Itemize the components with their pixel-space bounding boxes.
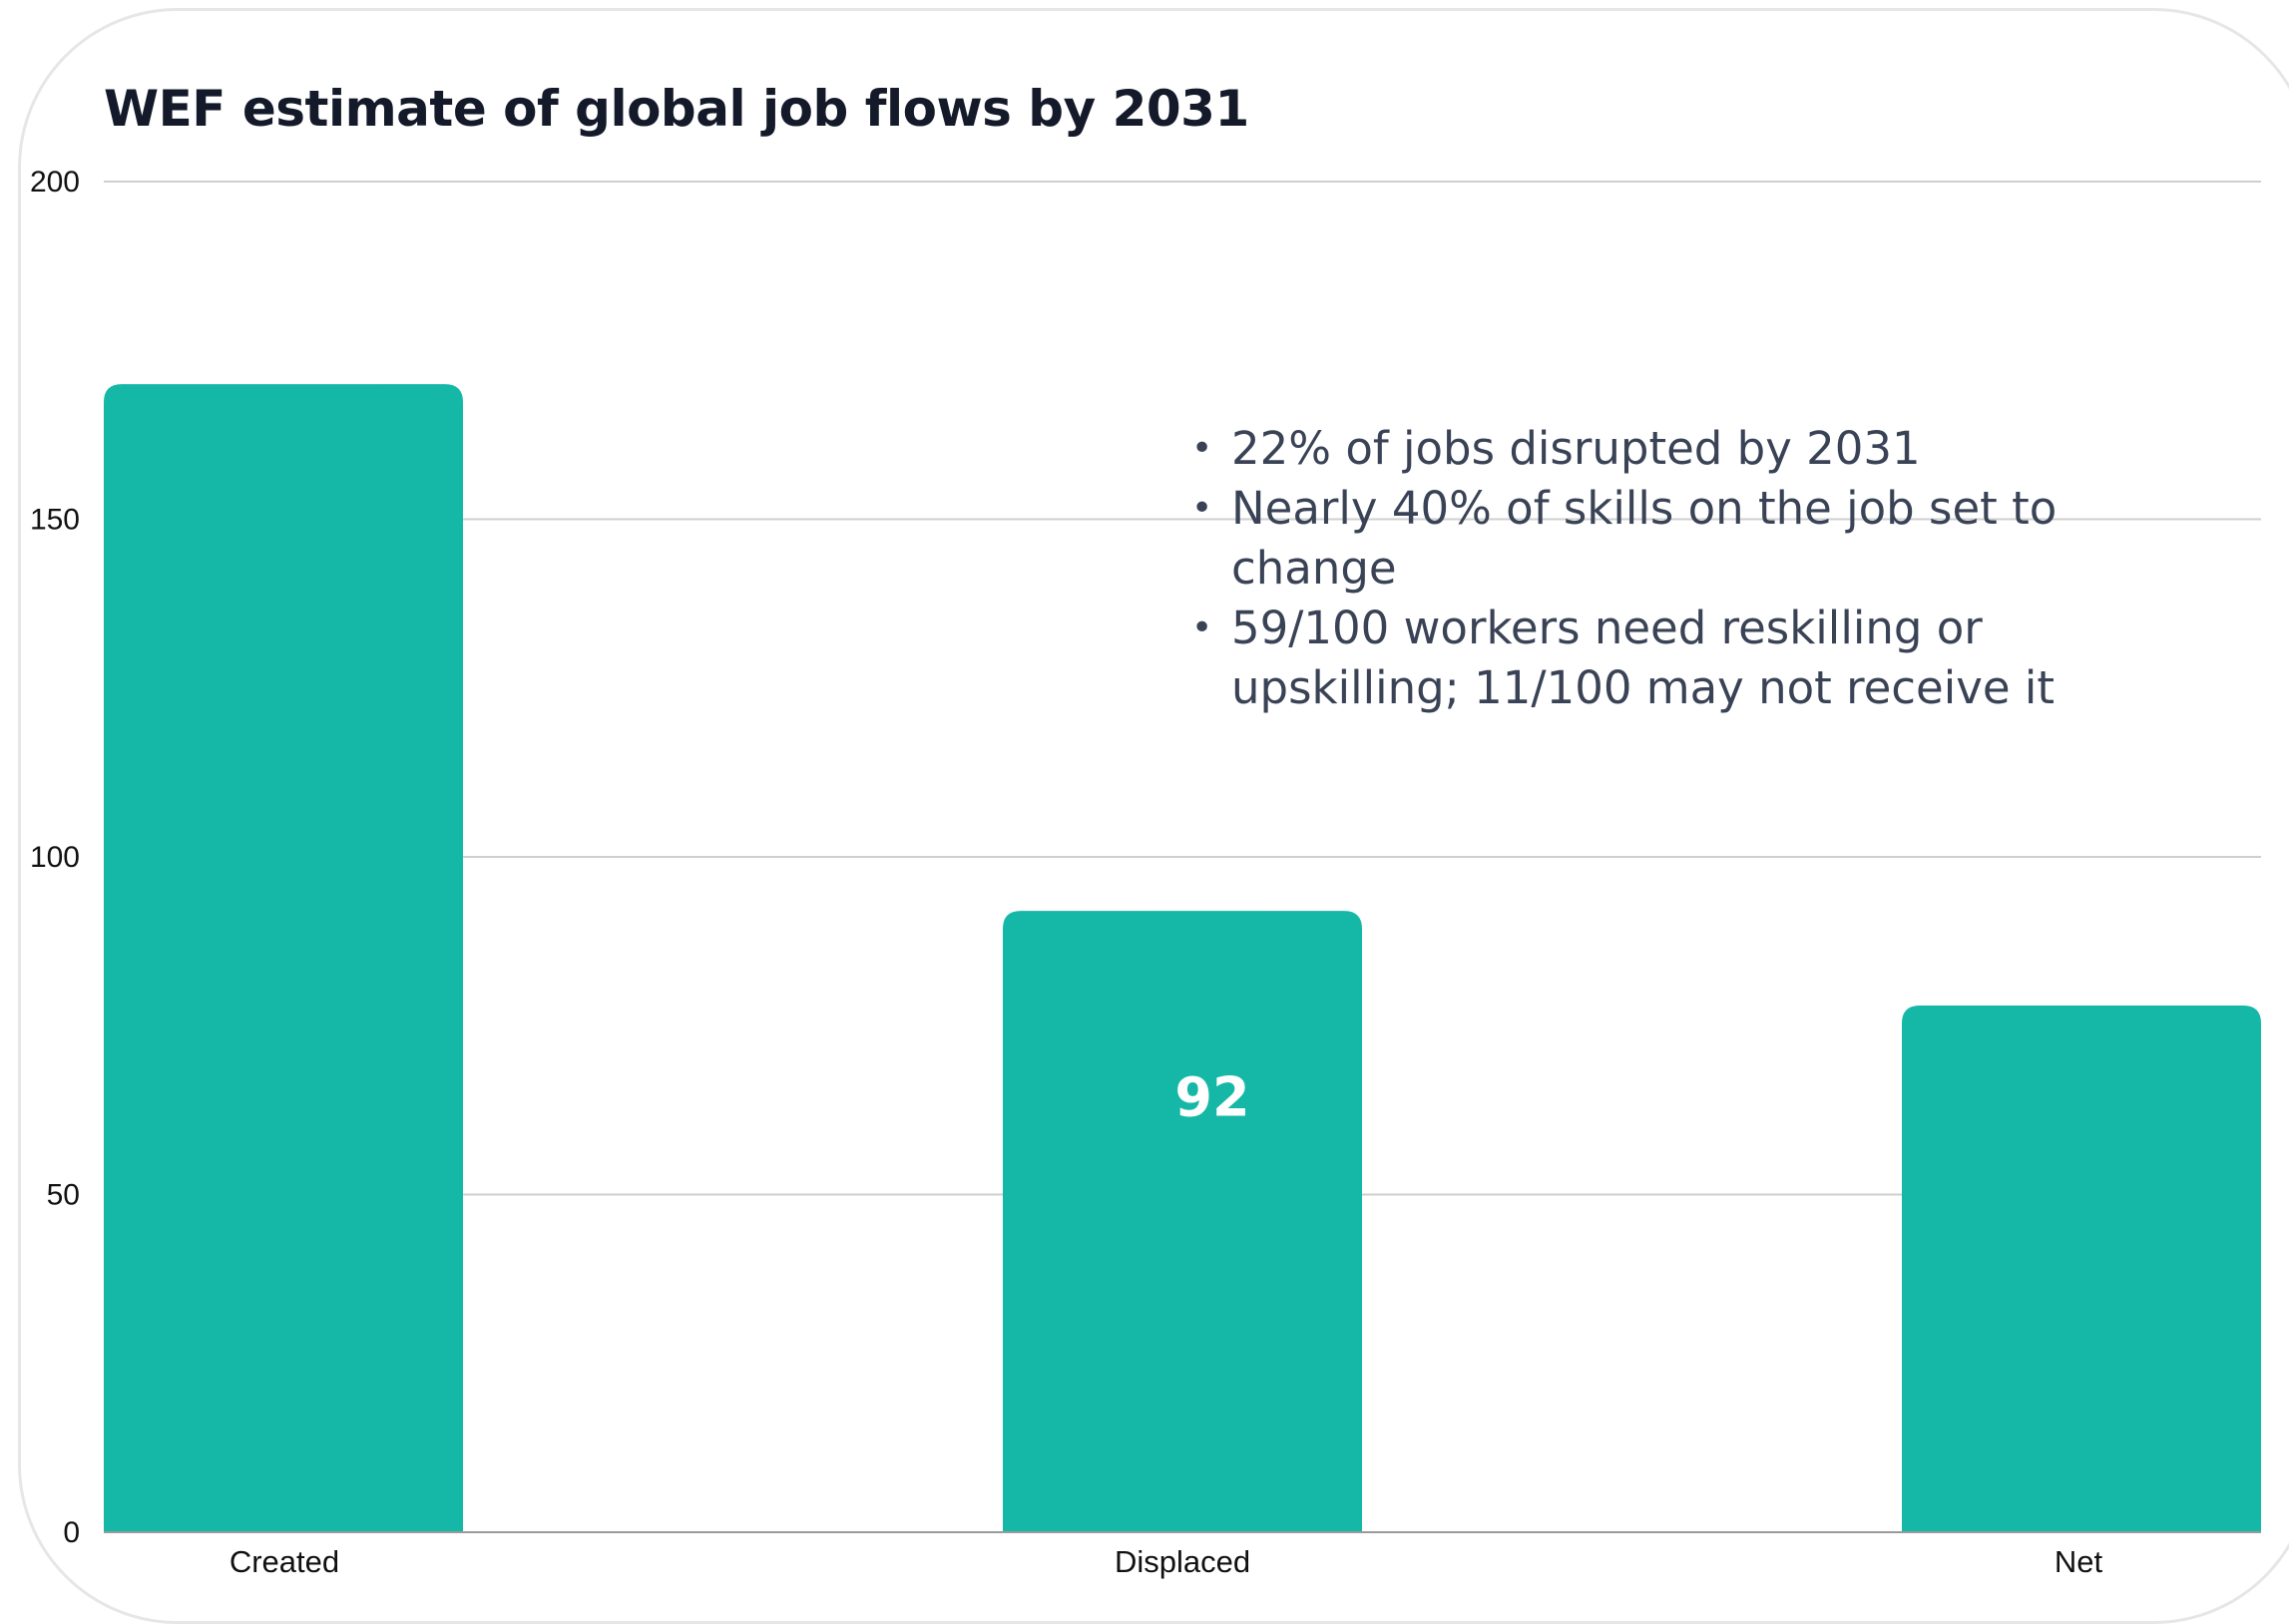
data-label: 92	[1174, 1066, 1249, 1129]
annotation-list: 22% of jobs disrupted by 2031 Nearly 40%…	[1187, 419, 2185, 718]
y-axis-ticks: 0 50 100 150 200	[30, 166, 80, 1549]
y-tick-label: 200	[30, 166, 80, 199]
chart-title: WEF estimate of global job flows by 2031	[104, 80, 1249, 138]
annotation-item: 59/100 workers need reskilling or upskil…	[1187, 599, 2185, 718]
y-tick-label: 100	[30, 841, 80, 874]
annotation-item: Nearly 40% of skills on the job set to c…	[1187, 479, 2185, 599]
y-tick-label: 50	[47, 1179, 80, 1212]
y-tick-label: 150	[30, 504, 80, 537]
data-labels: 92	[1174, 1066, 1249, 1129]
bar-net	[1902, 1005, 2261, 1532]
y-tick-label: 0	[63, 1516, 80, 1549]
x-axis-labels: Created Displaced Net	[229, 1544, 2103, 1579]
bar-displaced	[1003, 911, 1362, 1532]
bar-created	[104, 384, 463, 1533]
x-tick-label: Displaced	[1115, 1544, 1250, 1579]
x-tick-label: Created	[229, 1544, 339, 1579]
annotation-item: 22% of jobs disrupted by 2031	[1187, 419, 2185, 479]
x-tick-label: Net	[2055, 1544, 2103, 1579]
bars	[104, 384, 2261, 1533]
